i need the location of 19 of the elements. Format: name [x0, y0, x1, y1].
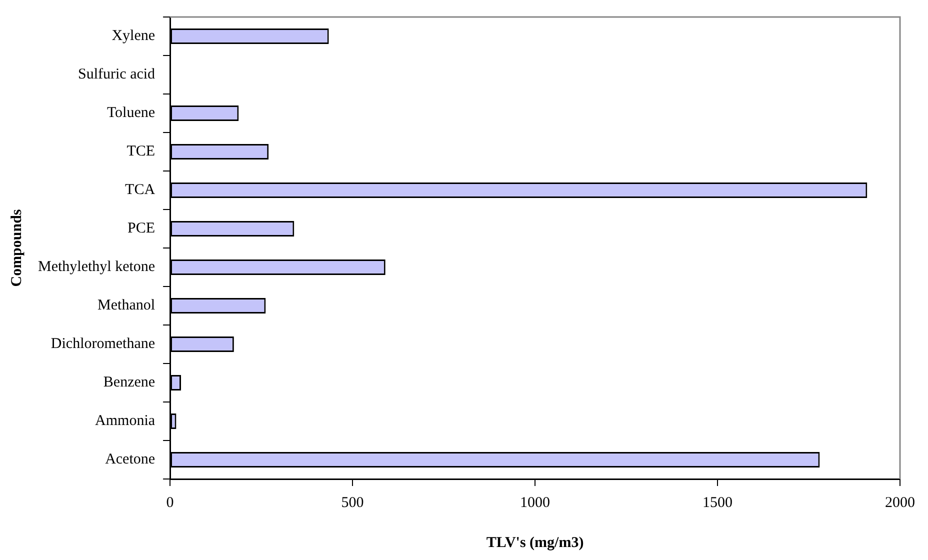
y-tick-label: Acetone [105, 452, 156, 468]
y-tick-label: Methylethyl ketone [38, 259, 156, 276]
x-axis-title: TLV's (mg/m3) [486, 534, 584, 551]
x-tick-label: 500 [341, 494, 364, 511]
y-tick-label: Dichloromethane [50, 336, 156, 352]
y-tick-label: Methanol [98, 298, 156, 314]
y-axis-title: Compounds [8, 209, 25, 287]
y-tick-label: Ammonia [95, 413, 156, 430]
x-tick-label: 1000 [520, 494, 550, 511]
y-tick-label: Toluene [106, 105, 156, 122]
x-tick-label: 0 [166, 494, 174, 511]
y-tick-label: TCA [125, 182, 156, 198]
x-tick-label: 1500 [702, 494, 733, 511]
x-tick-label: 2000 [885, 494, 915, 511]
y-tick-label: Sulfuric acid [78, 66, 156, 83]
y-tick-label: Benzene [103, 374, 156, 391]
y-tick-label: Xylene [112, 28, 156, 44]
y-tick-label: TCE [126, 144, 156, 160]
y-tick-label: PCE [128, 220, 156, 237]
